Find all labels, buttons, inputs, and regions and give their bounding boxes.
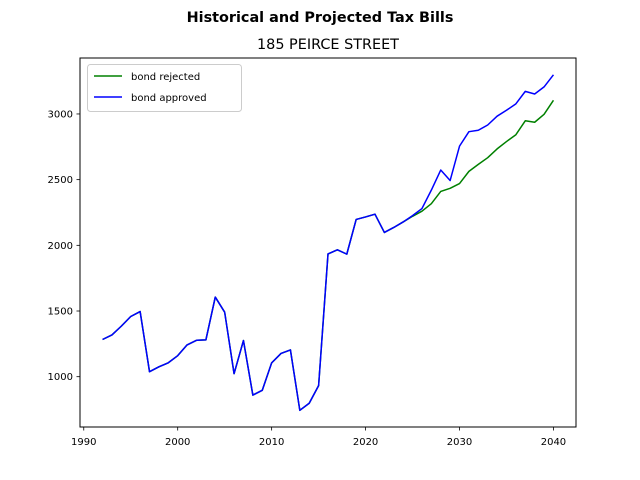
plot-area: 1990 2000 2010 2020 2030 2040 1000 1500 2000 250… (48, 57, 577, 448)
data-point (478, 129, 480, 131)
data-point (440, 169, 442, 171)
data-point (515, 103, 517, 105)
data-point (534, 121, 536, 123)
data-point (487, 157, 489, 159)
y-tick-label: 1000 (48, 372, 73, 383)
data-point (553, 99, 555, 101)
data-point (468, 131, 470, 133)
data-point (308, 402, 310, 404)
data-point (205, 339, 207, 341)
data-point (168, 362, 170, 364)
data-point (524, 91, 526, 93)
data-point (102, 339, 104, 341)
data-point (459, 183, 461, 185)
data-point (496, 148, 498, 150)
x-tick-label: 2020 (353, 437, 378, 448)
data-point (233, 373, 235, 375)
data-point (449, 180, 451, 182)
axes-frame (79, 57, 577, 428)
data-point (553, 74, 555, 76)
data-point (468, 171, 470, 173)
data-point (431, 189, 433, 191)
data-point (374, 213, 376, 215)
y-tick-label: 2500 (48, 175, 73, 186)
data-point (524, 120, 526, 122)
data-point (318, 385, 320, 387)
data-point (121, 325, 123, 327)
data-point (130, 316, 132, 318)
x-tick-label: 2030 (447, 437, 472, 448)
data-point (440, 191, 442, 193)
x-tick-label: 2010 (259, 437, 284, 448)
data-point (149, 371, 151, 373)
y-axis: 1000 1500 2000 2500 3000 (48, 109, 80, 383)
x-axis: 1990 2000 2010 2020 2030 2040 (71, 427, 566, 448)
data-point (384, 232, 386, 234)
legend: bond rejected bond approved (87, 64, 242, 112)
legend-label: bond rejected (131, 72, 200, 83)
series-layer (102, 74, 555, 412)
data-point (224, 311, 226, 313)
data-point (346, 253, 348, 255)
data-point (139, 311, 141, 313)
data-point (261, 390, 263, 392)
data-point (280, 353, 282, 355)
data-point (158, 366, 160, 368)
data-point (402, 221, 404, 223)
y-tick-label: 1500 (48, 307, 73, 318)
data-point (487, 124, 489, 126)
x-tick-label: 2040 (541, 437, 566, 448)
legend-label: bond approved (131, 93, 207, 104)
data-point (431, 203, 433, 205)
data-point (214, 296, 216, 298)
data-point (177, 355, 179, 357)
data-point (506, 141, 508, 143)
data-point (290, 349, 292, 351)
data-point (534, 93, 536, 95)
x-tick-label: 2000 (165, 437, 190, 448)
data-point (449, 188, 451, 190)
data-point (412, 215, 414, 217)
data-point (337, 249, 339, 251)
data-point (252, 394, 254, 396)
data-point (421, 210, 423, 212)
data-point (271, 362, 273, 364)
data-point (515, 134, 517, 136)
chart-title: 185 PEIRCE STREET (257, 37, 399, 53)
data-point (496, 115, 498, 117)
data-point (543, 86, 545, 88)
series-line-2 (102, 74, 555, 412)
data-point (355, 219, 357, 221)
legend-box (87, 64, 242, 112)
data-point (299, 410, 301, 412)
data-point (327, 253, 329, 255)
data-point (543, 114, 545, 116)
data-point (243, 340, 245, 342)
data-point (506, 109, 508, 111)
y-tick-label: 2000 (48, 241, 73, 252)
data-point (111, 334, 113, 336)
data-point (459, 145, 461, 147)
data-point (365, 216, 367, 218)
data-point (196, 340, 198, 342)
data-point (186, 344, 188, 346)
data-point (421, 208, 423, 210)
x-tick-label: 1990 (71, 437, 96, 448)
data-point (393, 227, 395, 229)
data-point (478, 164, 480, 166)
chart-suptitle: Historical and Projected Tax Bills (187, 10, 454, 26)
y-tick-label: 3000 (48, 109, 73, 120)
